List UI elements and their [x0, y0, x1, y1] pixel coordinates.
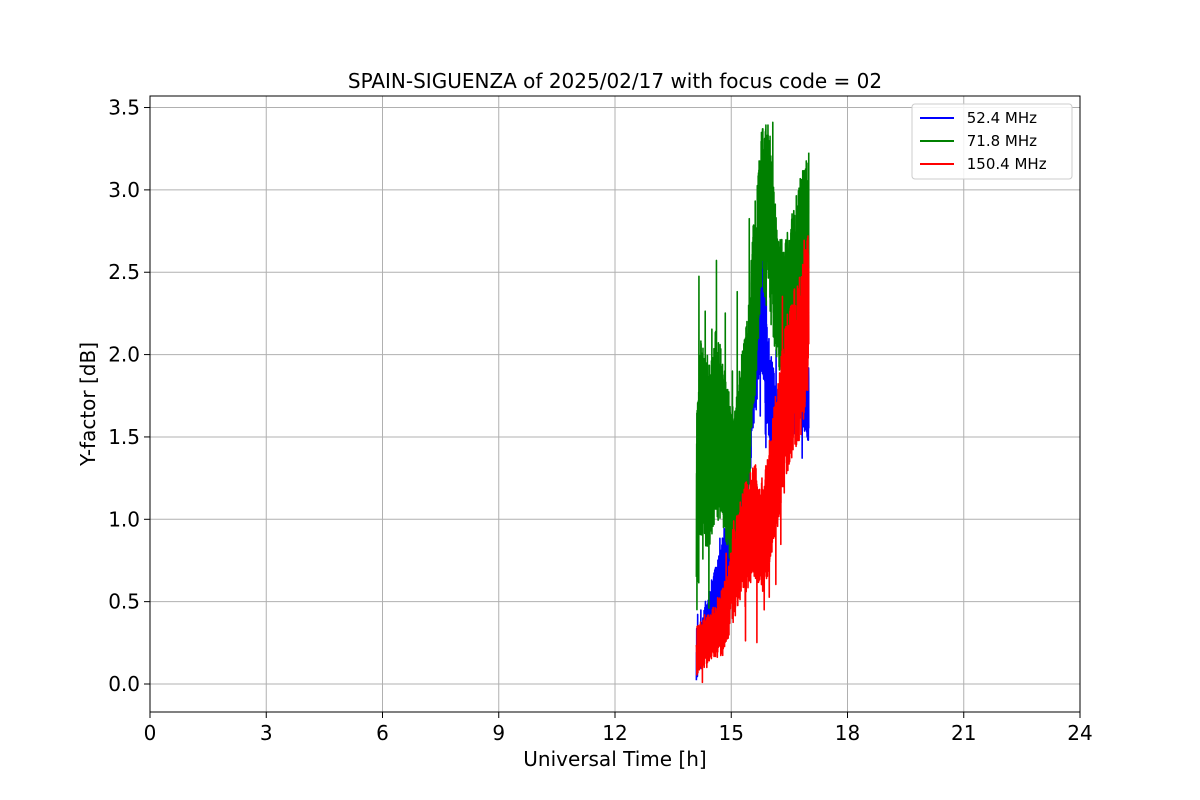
y-axis: 0.0 0.5 1.0 1.5 2.0 2.5 3.0 3.5: [108, 96, 150, 696]
x-tick-label: 24: [1067, 721, 1092, 745]
x-tick-label: 18: [835, 721, 860, 745]
y-tick-label: 1.5: [108, 425, 140, 449]
legend-label-71mhz: 71.8 MHz: [962, 132, 1037, 150]
chart-title: SPAIN-SIGUENZA of 2025/02/17 with focus …: [348, 69, 882, 93]
legend: 52.4 MHz 71.8 MHz 150.4 MHz: [911, 103, 1073, 180]
series-line-71mhz: [695, 121, 810, 611]
x-tick-label: 21: [951, 721, 976, 745]
y-tick-label: 3.0: [108, 178, 140, 202]
y-axis-label: Y-factor [dB]: [76, 342, 100, 467]
y-tick-label: 0.0: [108, 672, 140, 696]
x-tick-label: 0: [144, 721, 157, 745]
legend-label-52mhz: 52.4 MHz: [962, 109, 1037, 127]
x-tick-label: 3: [260, 721, 273, 745]
x-axis-label: Universal Time [h]: [523, 747, 706, 771]
x-tick-label: 6: [376, 721, 389, 745]
legend-box: [911, 103, 1073, 180]
x-tick-label: 9: [492, 721, 505, 745]
x-tick-label: 15: [719, 721, 744, 745]
series-line-150mhz: [695, 235, 810, 684]
legend-label-150mhz: 150.4 MHz: [962, 155, 1047, 173]
y-tick-label: 3.5: [108, 96, 140, 120]
x-tick-label: 12: [602, 721, 627, 745]
y-tick-label: 2.5: [108, 260, 140, 284]
plot-area: [695, 121, 810, 684]
y-tick-label: 1.0: [108, 507, 140, 531]
y-tick-label: 0.5: [108, 590, 140, 614]
y-tick-label: 2.0: [108, 343, 140, 367]
x-axis: 0 3 6 9 12 15 18 21 24: [144, 712, 1093, 745]
